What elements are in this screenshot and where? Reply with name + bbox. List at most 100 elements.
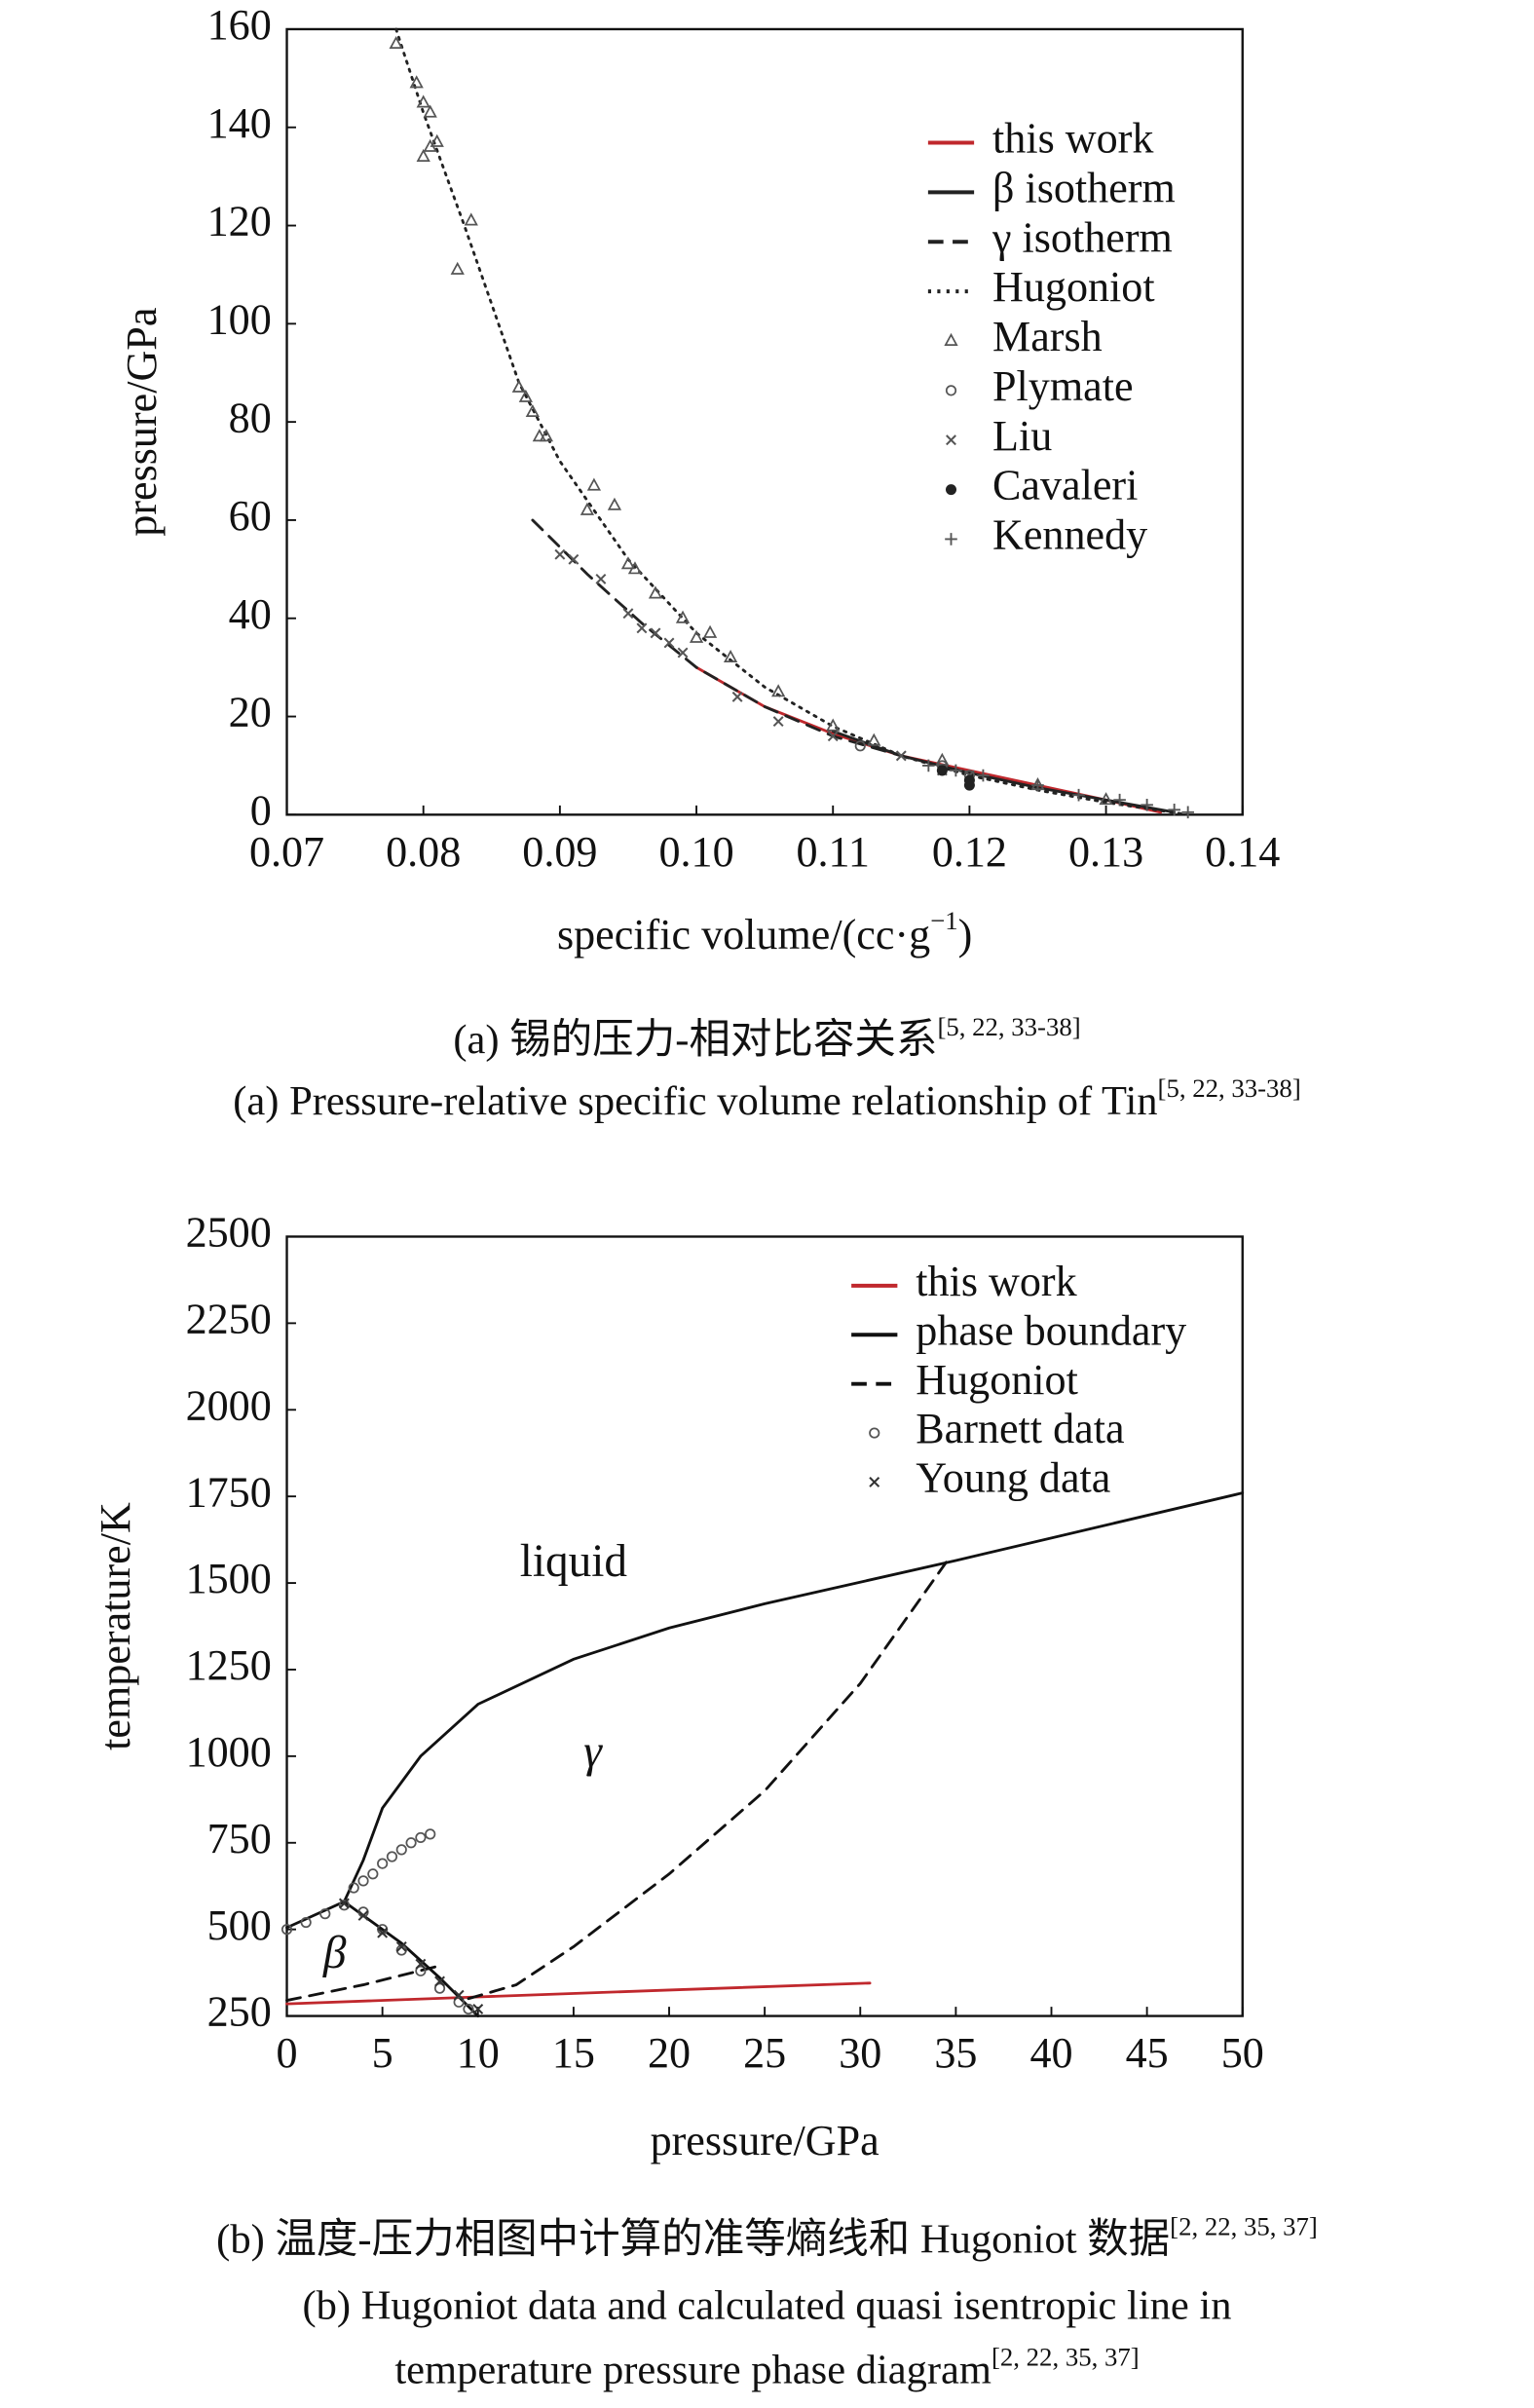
caption-text: temperature pressure phase diagram	[394, 2347, 991, 2392]
data-point	[826, 718, 841, 732]
x-tick-label: 0	[277, 2029, 298, 2077]
data-point	[1168, 804, 1180, 816]
annotation: liquid	[520, 1536, 628, 1587]
data-point	[395, 1844, 407, 1856]
legend-label: this work	[916, 1258, 1077, 1305]
data-point	[525, 403, 540, 418]
data-point	[689, 629, 704, 643]
legend-marker	[945, 385, 957, 396]
legend-label: phase boundary	[916, 1306, 1186, 1354]
data-point	[518, 389, 533, 402]
data-point	[586, 477, 602, 491]
data-point	[348, 1882, 359, 1894]
data-point	[415, 1958, 427, 1970]
y-axis-label: temperature/K	[92, 1502, 139, 1750]
data-point	[620, 556, 636, 570]
data-point	[433, 1982, 446, 1994]
y-tick-label: 20	[229, 689, 272, 736]
legend-label: Young data	[916, 1454, 1110, 1502]
legend-label: Hugoniot	[916, 1356, 1078, 1404]
caption-ref: [5, 22, 33-38]	[937, 1012, 1080, 1041]
legend-label: this work	[992, 115, 1154, 163]
legend-marker	[946, 434, 956, 446]
data-point	[650, 627, 661, 639]
legend-label: Marsh	[992, 313, 1103, 360]
data-point	[977, 769, 990, 782]
x-tick-label: 0.14	[1205, 828, 1280, 876]
annotation: β	[322, 1928, 347, 1978]
x-tick-label: 0.10	[658, 828, 733, 876]
y-tick-label: 750	[207, 1815, 272, 1862]
x-tick-label: 0.11	[796, 828, 870, 876]
data-point	[1141, 798, 1153, 811]
data-point	[389, 35, 403, 50]
data-point	[453, 1989, 465, 2001]
data-point	[450, 261, 465, 275]
y-tick-label: 1250	[186, 1641, 272, 1689]
data-point	[895, 750, 907, 762]
data-point	[1072, 788, 1085, 802]
data-point	[415, 1831, 427, 1844]
data-point	[675, 610, 691, 623]
data-point	[554, 548, 566, 560]
y-tick-label: 1750	[186, 1468, 272, 1516]
data-point	[415, 1965, 427, 1976]
caption-text: (a) Pressure-relative specific volume re…	[233, 1078, 1157, 1124]
x-label-sup: −1	[930, 906, 957, 935]
data-point	[463, 2003, 474, 2015]
data-point	[950, 764, 962, 777]
data-point	[464, 212, 478, 226]
y-tick-label: 1000	[186, 1728, 272, 1776]
legend-marker	[869, 1427, 880, 1439]
y-tick-label: 2250	[186, 1295, 272, 1342]
data-point	[319, 1908, 331, 1920]
x-tick-label: 40	[1029, 2029, 1072, 2077]
data-point	[430, 133, 444, 147]
data-point	[595, 573, 607, 584]
data-point	[702, 624, 718, 638]
x-label-part: pressure/GPa	[651, 2117, 879, 2164]
y-tick-label: 0	[250, 786, 272, 834]
data-point	[771, 684, 786, 697]
data-point	[532, 429, 546, 442]
legend-label: β isotherm	[992, 164, 1176, 211]
data-point	[648, 585, 663, 599]
caption: temperature pressure phase diagram[2, 22…	[394, 2343, 1139, 2393]
data-point	[281, 1924, 293, 1936]
data-point	[434, 1975, 445, 1987]
legend-label: Plymate	[992, 362, 1134, 410]
data-point	[539, 429, 553, 442]
legend-label: Kennedy	[992, 511, 1147, 559]
series-line	[285, 1491, 1245, 2017]
x-label-part: specific volume/(cc·g	[557, 911, 930, 959]
data-point	[395, 1940, 407, 1952]
caption: (a) Pressure-relative specific volume re…	[233, 1073, 1300, 1124]
x-label-part: )	[958, 911, 973, 959]
data-point	[963, 779, 975, 791]
data-point	[827, 731, 839, 742]
x-tick-label: 30	[839, 2029, 881, 2077]
x-axis-label: pressure/GPa	[651, 2117, 879, 2164]
series-line	[394, 27, 1190, 816]
data-point	[663, 637, 675, 649]
data-point	[367, 1868, 379, 1880]
legend-marker	[945, 484, 957, 496]
data-point	[723, 649, 738, 663]
y-tick-label: 140	[207, 99, 272, 147]
caption: (a) 锡的压力-相对比容关系[5, 22, 33-38]	[453, 1012, 1080, 1063]
data-point	[1113, 793, 1126, 807]
caption-ref: [2, 22, 35, 37]	[1170, 2212, 1318, 2241]
data-point	[300, 1916, 312, 1929]
caption-ref: [5, 22, 33-38]	[1158, 1073, 1301, 1103]
y-tick-label: 120	[207, 198, 272, 245]
y-tick-label: 1500	[186, 1555, 272, 1602]
data-point	[935, 752, 950, 766]
y-tick-label: 40	[229, 590, 272, 638]
y-axis-label: pressure/GPa	[118, 308, 166, 537]
data-point	[922, 759, 935, 772]
caption-text: (a) 锡的压力-相对比容关系	[453, 1017, 937, 1063]
plot-frame	[285, 1235, 1244, 2017]
x-tick-label: 0.12	[932, 828, 1007, 876]
data-point	[622, 608, 634, 620]
